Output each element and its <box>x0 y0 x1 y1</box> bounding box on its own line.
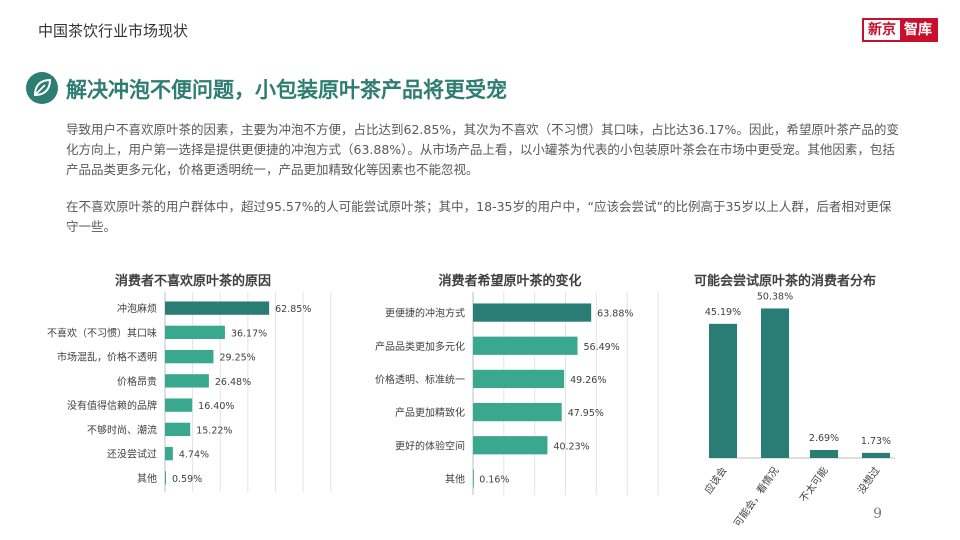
category-label: 市场混乱，价格不透明 <box>57 351 157 364</box>
data-label: 45.19% <box>705 307 741 318</box>
chart3-title: 可能会尝试原叶茶的消费者分布 <box>693 274 876 289</box>
logo-left-text: 新京 <box>864 20 900 40</box>
bar <box>862 452 890 458</box>
bar <box>473 402 562 422</box>
chart1-title: 消费者不喜欢原叶茶的原因 <box>114 274 271 289</box>
brand-logo: 新京 智库 <box>862 18 938 42</box>
bar <box>165 398 193 412</box>
paragraph-2: 在不喜欢原叶茶的用户群体中，超过95.57%的人可能尝试原叶茶；其中，18-35… <box>66 199 892 234</box>
header-title: 中国茶饮行业市场现状 <box>38 22 189 40</box>
category-label: 更便捷的冲泡方式 <box>385 307 465 320</box>
bar <box>810 450 838 458</box>
data-label: 36.17% <box>231 328 267 339</box>
chart2-title: 消费者希望原叶茶的变化 <box>438 274 582 289</box>
data-label: 0.16% <box>479 474 509 485</box>
category-label: 冲泡麻烦 <box>117 302 157 315</box>
chart3-try-distribution: 45.19% 应该会 50.38% 可能会，看情况 2.69% 不太可能 1.73% 没想过 <box>702 291 895 529</box>
chart2-desired-changes: 更便捷的冲泡方式 63.88% 产品品类更加多元化 56.49% 价格透明、标准统一 49… <box>375 292 659 495</box>
category-label: 不太可能 <box>797 464 831 504</box>
bar <box>473 303 592 322</box>
data-label: 56.49% <box>584 342 620 353</box>
paragraph-1: 导致用户不喜欢原叶茶的因素，主要为冲泡不方便，占比达到62.85%，其次为不喜欢… <box>66 122 899 177</box>
data-label: 50.38% <box>757 291 793 302</box>
data-label: 29.25% <box>219 353 255 364</box>
category-label: 其他 <box>137 472 157 485</box>
category-label: 还没尝试过 <box>107 448 157 461</box>
category-label: 没想过 <box>855 464 883 496</box>
bar <box>473 336 578 355</box>
data-label: 1.73% <box>861 436 891 447</box>
category-label: 不喜欢（不习惯）其口味 <box>47 326 157 339</box>
data-label: 0.59% <box>172 474 202 485</box>
bar <box>473 369 565 389</box>
category-label: 价格透明、标准统一 <box>375 373 465 386</box>
leaf-icon <box>26 72 58 104</box>
category-label: 产品更加精致化 <box>395 406 465 419</box>
bar <box>165 422 191 437</box>
category-label: 更好的体验空间 <box>395 439 465 452</box>
bar <box>473 436 548 455</box>
category-label: 价格昂贵 <box>117 375 157 388</box>
data-label: 16.40% <box>198 401 234 412</box>
page-number: 9 <box>873 506 882 522</box>
data-label: 15.22% <box>196 425 232 436</box>
category-label: 不够时尚、潮流 <box>87 423 157 436</box>
data-label: 62.85% <box>275 304 311 315</box>
category-label: 没有值得信赖的品牌 <box>67 399 157 412</box>
data-label: 4.74% <box>179 450 209 461</box>
logo-right-text: 智库 <box>900 20 936 40</box>
data-label: 26.48% <box>215 377 251 388</box>
chart1-reasons-dislike: 冲泡麻烦 62.85% 不喜欢（不习惯）其口味 36.17% 市场混乱，价格不透明 29.… <box>47 292 332 492</box>
category-label: 应该会 <box>702 464 730 496</box>
data-label: 2.69% <box>809 433 839 444</box>
bar <box>165 349 214 364</box>
bar <box>165 325 225 340</box>
bar <box>761 308 789 458</box>
bar <box>165 301 270 315</box>
data-label: 63.88% <box>597 309 633 320</box>
data-label: 47.95% <box>568 408 604 419</box>
category-label: 可能会，看情况 <box>731 464 782 529</box>
category-label: 产品品类更加多元化 <box>375 340 465 353</box>
main-title: 解决冲泡不便问题，小包装原叶茶产品将更受宠 <box>66 78 507 102</box>
bar <box>165 446 173 461</box>
category-label: 其他 <box>445 472 465 485</box>
bar <box>165 471 166 485</box>
bar <box>709 323 737 458</box>
data-label: 49.26% <box>570 375 606 386</box>
data-label: 40.23% <box>553 441 589 452</box>
bar <box>473 469 474 488</box>
bar <box>165 374 209 388</box>
